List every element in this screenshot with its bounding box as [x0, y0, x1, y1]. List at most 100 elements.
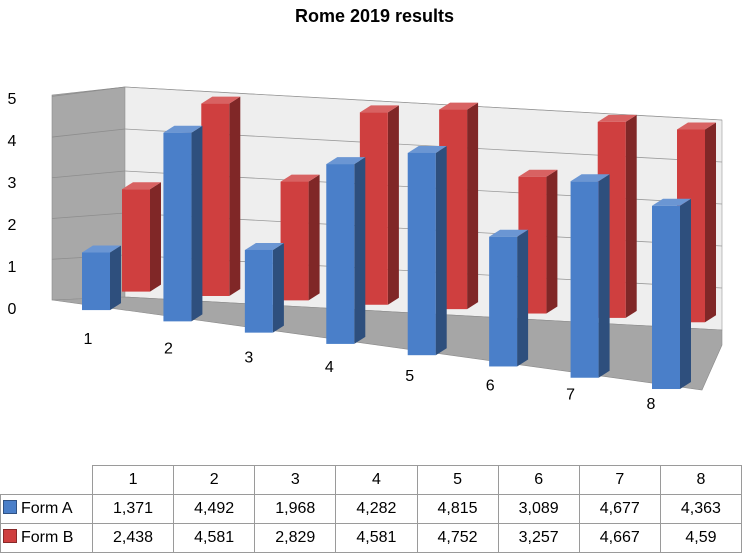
y-tick-label: 0 — [8, 301, 17, 318]
y-tick-label: 4 — [8, 133, 17, 150]
bar-top — [570, 174, 610, 182]
bar-front — [489, 236, 518, 367]
legend-label: Form A — [21, 500, 73, 517]
table-cell: 4,815 — [416, 494, 499, 524]
bar-side — [191, 125, 203, 322]
table-cell: 4,363 — [659, 494, 743, 524]
legend-swatch — [3, 529, 17, 543]
bar-form-a — [489, 229, 529, 367]
bar-top — [677, 122, 716, 130]
bar-top — [359, 105, 399, 113]
bar-side — [435, 146, 447, 356]
bar-top — [201, 96, 241, 104]
bar-form-b — [122, 182, 161, 292]
table-cell: 2,438 — [91, 523, 175, 553]
bar-top — [82, 245, 121, 253]
gridline — [124, 86, 723, 121]
bar-side — [680, 198, 691, 389]
legend-entry: Form A — [0, 494, 93, 524]
gridline — [51, 86, 126, 97]
bar-side — [150, 182, 161, 292]
x-tick-label: 6 — [486, 377, 495, 394]
table-header-cell: 7 — [578, 465, 661, 495]
bar-side — [110, 245, 121, 311]
bar-top — [326, 157, 366, 165]
table-cell: 4,752 — [416, 523, 499, 553]
bar-top — [489, 229, 529, 237]
table-header-cell: 6 — [497, 465, 580, 495]
bar-side — [517, 229, 529, 367]
table-cell: 2,829 — [254, 523, 337, 553]
bar-top — [244, 243, 284, 250]
y-tick-label: 2 — [8, 217, 17, 234]
bar-form-b — [280, 174, 320, 301]
table-cell: 4,677 — [578, 494, 661, 524]
bar-form-a — [652, 198, 691, 390]
bar-side — [467, 102, 479, 310]
bar-front — [280, 181, 309, 301]
table-header-cell: 8 — [659, 465, 743, 495]
bar-form-a — [326, 157, 366, 344]
table-row: Form A 1,371 4,492 1,968 4,282 4,815 3,089 4,67… — [0, 494, 743, 524]
table-cell: 4,59 — [659, 523, 743, 553]
bar-side — [598, 174, 610, 378]
bar-front — [163, 132, 192, 322]
x-tick-label: 2 — [164, 340, 173, 357]
bar-side — [705, 122, 716, 323]
bar-top — [122, 182, 161, 190]
bar-top — [439, 102, 479, 110]
bar-front — [326, 164, 355, 344]
bar-side — [229, 96, 241, 296]
bar-side — [272, 243, 284, 333]
table-header-cell: 4 — [335, 465, 418, 495]
bar-top — [652, 198, 691, 206]
table-header-cell: 2 — [173, 465, 256, 495]
bar-side — [354, 157, 366, 344]
gridline — [51, 212, 126, 219]
bar-form-b — [359, 105, 399, 305]
bar-side — [625, 114, 637, 318]
bar-form-a — [407, 146, 447, 356]
bar-front — [244, 249, 273, 333]
table-cell: 4,492 — [173, 494, 256, 524]
table-cell: 1,371 — [91, 494, 175, 524]
table-cell: 4,581 — [335, 523, 418, 553]
chart-plot-area: 0 1 2 3 4 5 1 2 3 4 5 6 7 8 — [8, 86, 723, 413]
table-cell: 3,089 — [497, 494, 580, 524]
table-header-cell: 1 — [91, 465, 175, 495]
bar-top — [280, 174, 320, 182]
bar-top — [518, 169, 558, 177]
table-corner — [1, 466, 93, 495]
bar-top — [597, 114, 637, 122]
bar-form-a — [163, 125, 203, 322]
bar-front — [652, 205, 680, 390]
y-tick-label: 1 — [8, 259, 17, 276]
bar-front — [122, 189, 150, 292]
table-cell: 4,282 — [335, 494, 418, 524]
bar-side — [546, 169, 558, 314]
table-header-cell: 5 — [416, 465, 499, 495]
bar-form-a — [244, 243, 284, 333]
x-tick-label: 5 — [405, 368, 414, 385]
y-tick-label: 5 — [8, 91, 17, 108]
x-tick-label: 8 — [647, 396, 656, 413]
x-tick-label: 7 — [566, 387, 575, 404]
bar-form-b — [201, 96, 241, 296]
legend-swatch — [3, 500, 17, 514]
gridline — [51, 128, 126, 138]
x-tick-label: 1 — [84, 331, 93, 348]
bar-front — [570, 181, 599, 378]
bar-top — [163, 125, 203, 133]
x-tick-label: 3 — [244, 350, 253, 367]
bar-front — [82, 252, 110, 311]
table-cell: 1,968 — [254, 494, 337, 524]
table-header-cell: 3 — [254, 465, 337, 495]
bar-side — [308, 174, 320, 301]
table-row: Form B 2,438 4,581 2,829 4,581 4,752 3,257 4,66… — [0, 523, 743, 553]
chart-title: Rome 2019 results — [294, 6, 455, 26]
y-tick-label: 3 — [8, 175, 17, 192]
bar-side — [387, 105, 399, 305]
table-cell: 3,257 — [497, 523, 580, 553]
